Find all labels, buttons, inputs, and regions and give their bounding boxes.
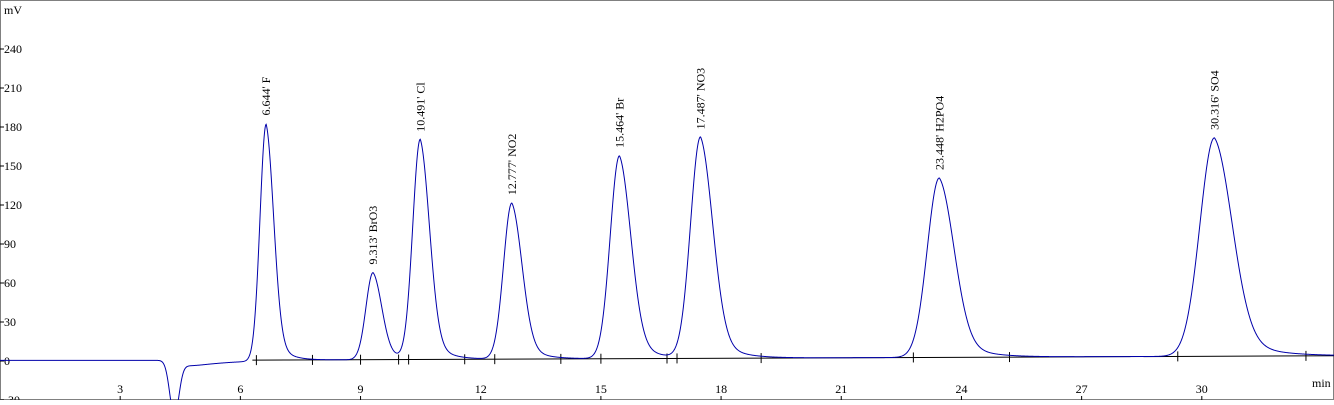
- peak-label: 23.448' H2PO4: [932, 96, 946, 170]
- peak-label: 9.313' BrO3: [366, 206, 380, 265]
- peak-label: 17.487' NO3: [694, 68, 708, 130]
- x-axis-label: min: [1312, 376, 1331, 390]
- x-tick-label: 3: [117, 382, 123, 396]
- y-tick-label: 210: [4, 81, 22, 95]
- x-tick-label: 30: [1196, 382, 1208, 396]
- y-tick-label: 90: [4, 237, 16, 251]
- y-tick-label: 180: [4, 120, 22, 134]
- y-tick-label: 240: [4, 42, 22, 56]
- y-axis-label: mV: [4, 3, 22, 17]
- y-tick-label: 60: [4, 276, 16, 290]
- peak-label: 6.644' F: [259, 76, 273, 115]
- x-tick-label: 12: [475, 382, 487, 396]
- y-tick-label: 120: [4, 198, 22, 212]
- chromatogram-trace: [0, 123, 1334, 405]
- trace-layer: [0, 123, 1334, 405]
- x-tick-label: 27: [1076, 382, 1088, 396]
- peak-label: 10.491' Cl: [413, 82, 427, 132]
- peak-label: 30.316' SO4: [1207, 70, 1221, 130]
- x-tick-label: 9: [358, 382, 364, 396]
- x-tick-label: 15: [595, 382, 607, 396]
- axis-ticks: -30 0 30 60 90 120 150 180 210 240 3 6 9 12 15 18 21 24 27…: [0, 42, 1208, 405]
- peak-label: 12.777' NO2: [505, 134, 519, 196]
- peak-labels: 6.644' F 9.313' BrO3 10.491' Cl 12.777' NO2…: [259, 68, 1221, 265]
- x-tick-label: 18: [715, 382, 727, 396]
- y-tick-label: 150: [4, 159, 22, 173]
- y-tick-label: 30: [4, 315, 16, 329]
- y-tick-label: 0: [4, 354, 10, 368]
- x-tick-label: 6: [237, 382, 243, 396]
- peak-label: 15.464' Br: [612, 98, 626, 148]
- y-tick-label: -30: [4, 393, 20, 400]
- x-tick-label: 21: [835, 382, 847, 396]
- x-tick-label: 24: [955, 382, 967, 396]
